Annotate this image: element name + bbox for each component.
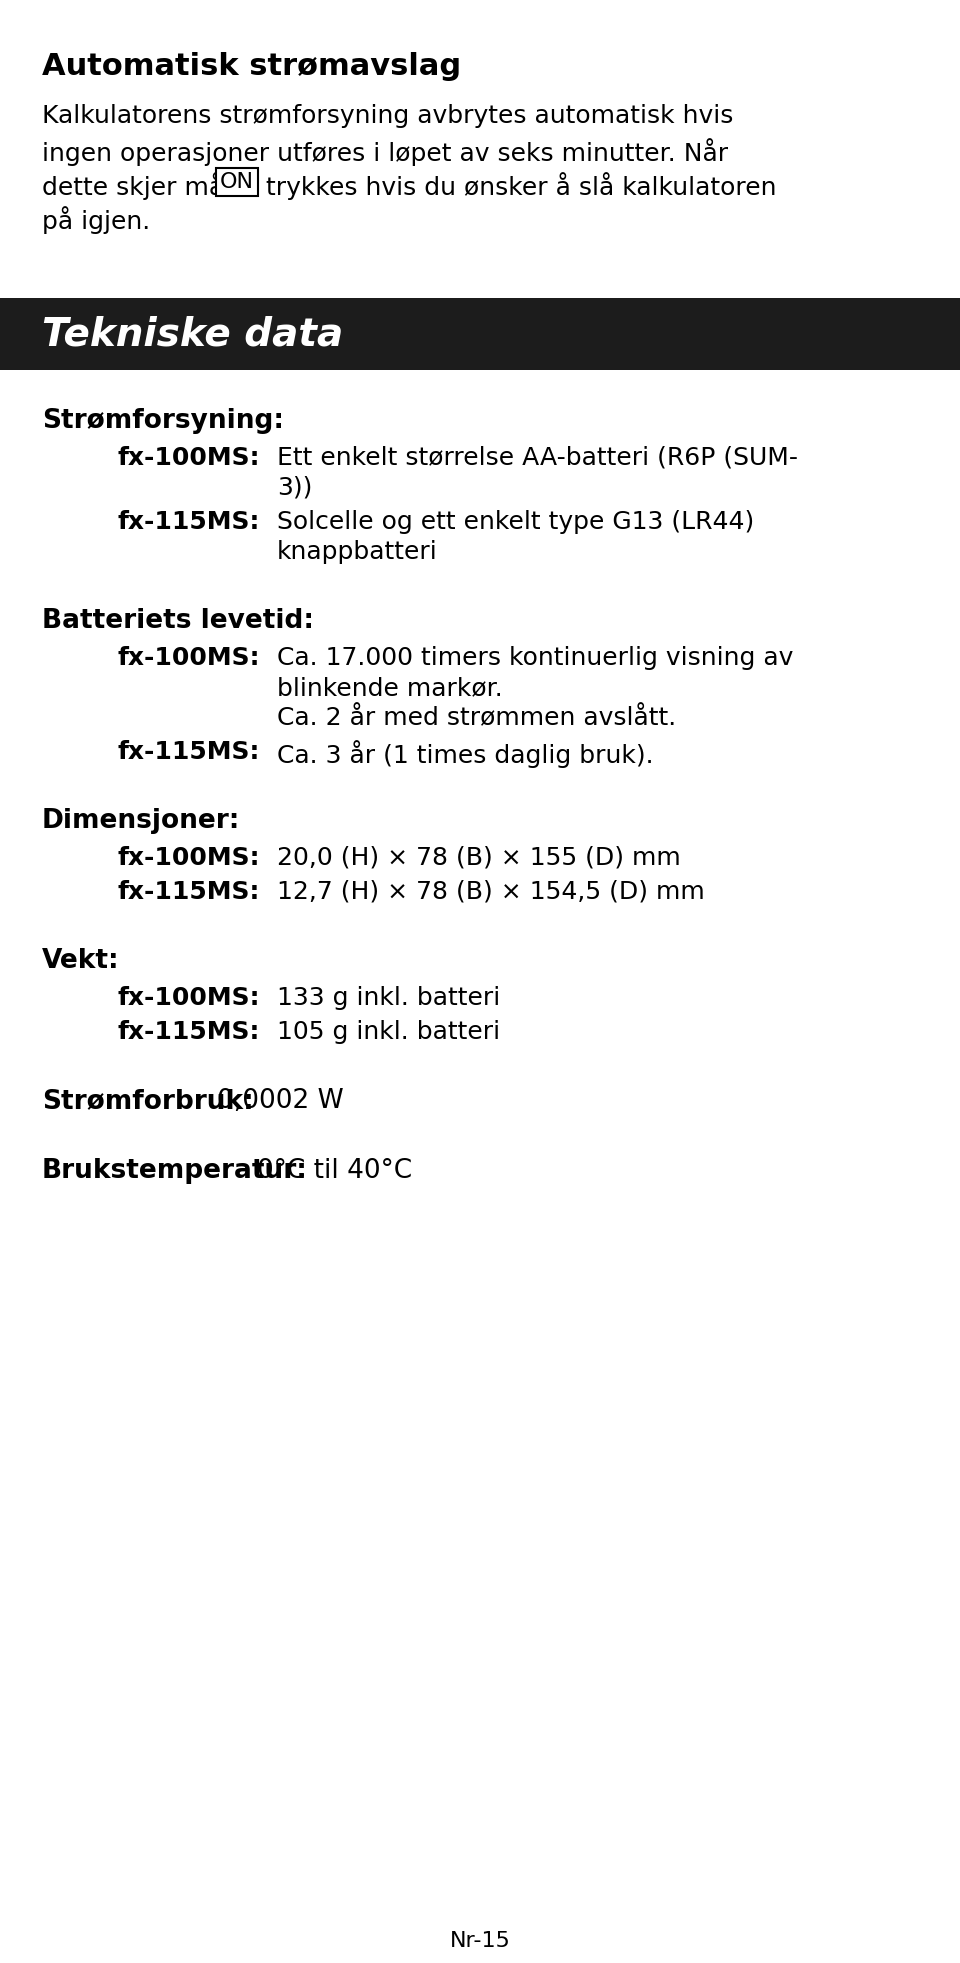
Text: Nr-15: Nr-15 xyxy=(449,1932,511,1951)
Text: 12,7 (H) × 78 (B) × 154,5 (D) mm: 12,7 (H) × 78 (B) × 154,5 (D) mm xyxy=(277,879,705,905)
Text: Kalkulatorens strømforsyning avbrytes automatisk hvis: Kalkulatorens strømforsyning avbrytes au… xyxy=(42,104,733,128)
Text: Solcelle og ett enkelt type G13 (LR44): Solcelle og ett enkelt type G13 (LR44) xyxy=(277,510,755,534)
Text: Vekt:: Vekt: xyxy=(42,948,120,974)
Text: Brukstemperatur:: Brukstemperatur: xyxy=(42,1158,308,1184)
Text: ingen operasjoner utføres i løpet av seks minutter. Når: ingen operasjoner utføres i løpet av sek… xyxy=(42,137,728,167)
Text: Strømforbruk:: Strømforbruk: xyxy=(42,1088,253,1113)
Bar xyxy=(0,298,960,369)
Text: Ca. 2 år med strømmen avslått.: Ca. 2 år med strømmen avslått. xyxy=(277,707,676,730)
Text: 0,0002 W: 0,0002 W xyxy=(217,1088,344,1113)
Text: blinkende markør.: blinkende markør. xyxy=(277,675,503,701)
Text: Dimensjoner:: Dimensjoner: xyxy=(42,809,240,834)
Text: fx-115MS:: fx-115MS: xyxy=(117,879,259,905)
Text: Ca. 3 år (1 times daglig bruk).: Ca. 3 år (1 times daglig bruk). xyxy=(277,740,654,768)
Text: 133 g inkl. batteri: 133 g inkl. batteri xyxy=(277,985,500,1011)
Text: fx-115MS:: fx-115MS: xyxy=(117,1021,259,1044)
Text: ON: ON xyxy=(220,173,254,192)
Text: Automatisk strømavslag: Automatisk strømavslag xyxy=(42,51,461,80)
Text: dette skjer må: dette skjer må xyxy=(42,173,232,200)
Text: fx-100MS:: fx-100MS: xyxy=(117,646,259,669)
Text: Ca. 17.000 timers kontinuerlig visning av: Ca. 17.000 timers kontinuerlig visning a… xyxy=(277,646,793,669)
Text: fx-100MS:: fx-100MS: xyxy=(117,446,259,469)
Text: Tekniske data: Tekniske data xyxy=(42,314,344,353)
Text: fx-100MS:: fx-100MS: xyxy=(117,846,259,870)
Text: Strømforsyning:: Strømforsyning: xyxy=(42,408,284,434)
Text: fx-115MS:: fx-115MS: xyxy=(117,510,259,534)
Text: Batteriets levetid:: Batteriets levetid: xyxy=(42,609,314,634)
Text: fx-115MS:: fx-115MS: xyxy=(117,740,259,764)
Text: trykkes hvis du ønsker å slå kalkulatoren: trykkes hvis du ønsker å slå kalkulatore… xyxy=(258,173,777,200)
Text: Ett enkelt størrelse AA-batteri (R6P (SUM-: Ett enkelt størrelse AA-batteri (R6P (SU… xyxy=(277,446,798,469)
Text: fx-100MS:: fx-100MS: xyxy=(117,985,259,1011)
Text: knappbatteri: knappbatteri xyxy=(277,540,438,563)
Text: på igjen.: på igjen. xyxy=(42,206,151,234)
Text: 20,0 (H) × 78 (B) × 155 (D) mm: 20,0 (H) × 78 (B) × 155 (D) mm xyxy=(277,846,681,870)
Text: 0°C til 40°C: 0°C til 40°C xyxy=(257,1158,412,1184)
Text: 3)): 3)) xyxy=(277,475,312,501)
Text: 105 g inkl. batteri: 105 g inkl. batteri xyxy=(277,1021,500,1044)
